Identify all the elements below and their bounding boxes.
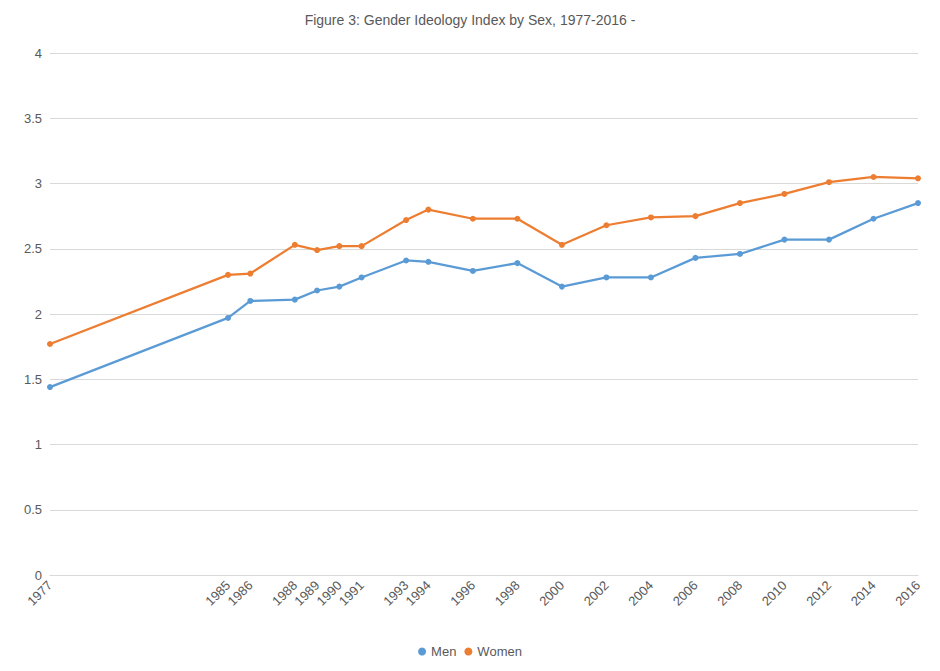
svg-text:1989: 1989 [291,577,323,609]
svg-text:2002: 2002 [581,578,612,609]
svg-text:3: 3 [35,176,42,191]
svg-text:4: 4 [35,46,42,61]
svg-text:2: 2 [35,307,42,322]
svg-text:3.5: 3.5 [24,111,42,126]
svg-text:1985: 1985 [202,577,234,609]
svg-text:2010: 2010 [759,578,790,609]
svg-text:2016: 2016 [892,578,923,609]
svg-text:1986: 1986 [225,578,256,609]
svg-text:1.5: 1.5 [24,372,42,387]
svg-text:Men: Men [431,644,456,659]
svg-text:2.5: 2.5 [24,241,42,256]
svg-text:0.5: 0.5 [24,502,42,517]
svg-text:2006: 2006 [670,578,701,609]
svg-text:1990: 1990 [313,577,345,609]
svg-text:2014: 2014 [848,578,879,609]
svg-text:Women: Women [477,644,522,659]
svg-text:2012: 2012 [803,578,834,609]
svg-text:1996: 1996 [447,578,478,609]
svg-text:1977: 1977 [24,578,55,609]
svg-text:2000: 2000 [536,578,567,609]
svg-text:1988: 1988 [269,577,301,609]
svg-text:1993: 1993 [380,577,412,609]
svg-text:1998: 1998 [492,578,523,609]
svg-text:Figure 3: Gender Ideology Inde: Figure 3: Gender Ideology Index by Sex, … [305,12,636,28]
svg-text:2004: 2004 [625,578,656,609]
svg-text:1991: 1991 [336,578,367,609]
svg-text:1: 1 [35,437,42,452]
svg-text:2008: 2008 [714,578,745,609]
svg-text:1994: 1994 [403,578,434,609]
svg-text:0: 0 [34,567,42,583]
